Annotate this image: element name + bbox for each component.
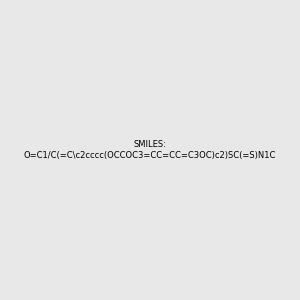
Text: SMILES:
O=C1/C(=C\c2cccc(OCCOC3=CC=CC=C3OC)c2)SC(=S)N1C: SMILES: O=C1/C(=C\c2cccc(OCCOC3=CC=CC=C3…: [24, 140, 276, 160]
